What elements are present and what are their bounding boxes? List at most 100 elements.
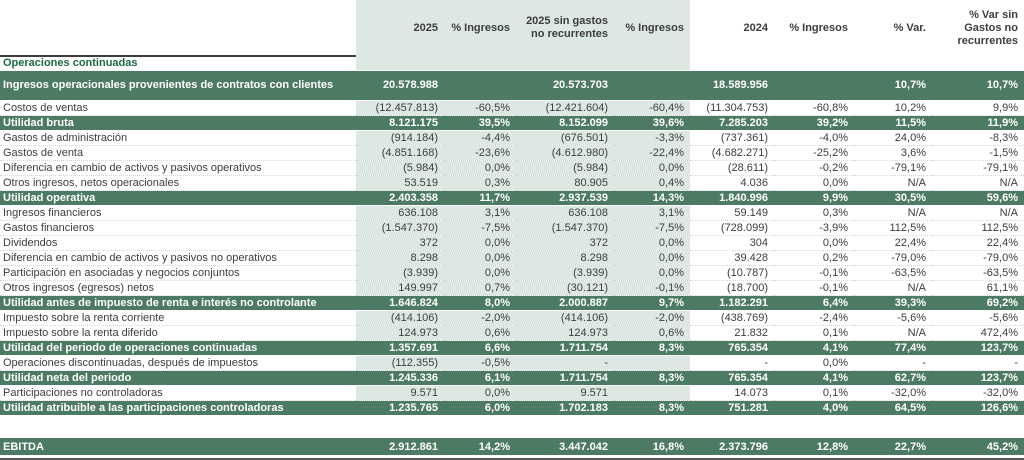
cell-pct-var: 30,5% [854, 190, 932, 206]
cell-pct-ingresos-2025-sin: -7,5% [614, 220, 690, 236]
cell-y2025-sin-gastos: (1.547.370) [516, 220, 614, 236]
cell-pct-ingresos-2024: 12,8% [774, 437, 854, 456]
cell-pct-ingresos-2025-sin: 39,6% [614, 115, 690, 131]
cell-pct-var-sin-gastos: 69,2% [932, 295, 1024, 311]
cell-pct-ingresos-2025-sin [614, 70, 690, 101]
cell-y2024: 1.182.291 [690, 295, 774, 311]
cell-pct-ingresos-2024: 4,1% [774, 370, 854, 386]
cell-y2025-sin-gastos: 1.711.754 [516, 370, 614, 386]
cell-y2025-sin-gastos: (12.421.604) [516, 100, 614, 116]
cell-y2024: 1.840.996 [690, 190, 774, 206]
cell-y2024: 751.281 [690, 400, 774, 416]
cell-pct-ingresos-2024 [774, 56, 854, 71]
cell-y2024: 21.832 [690, 325, 774, 341]
cell-pct-var-sin-gastos: 61,1% [932, 280, 1024, 296]
cell-pct-ingresos-2025: 6,0% [444, 400, 516, 416]
cell-pct-ingresos-2025-sin: -2,0% [614, 310, 690, 326]
cell-pct-var: N/A [854, 205, 932, 221]
cell-pct-ingresos-2024: 39,2% [774, 115, 854, 131]
cell-pct-var-sin-gastos: 126,6% [932, 400, 1024, 416]
cell-pct-var-sin-gastos: - [932, 355, 1024, 371]
cell-y2025-sin-gastos: (4.612.980) [516, 145, 614, 161]
cell-pct-ingresos-2025-sin: 3,1% [614, 205, 690, 221]
cell-pct-var: N/A [854, 175, 932, 191]
table-row: Dividendos 372 0,0% 372 0,0% 304 0,0% 22,4% 22,4… [0, 235, 1024, 251]
cell-y2025: 372 [356, 235, 444, 251]
cell-y2024: (4.682.271) [690, 145, 774, 161]
cell-pct-ingresos-2024: 4,1% [774, 340, 854, 356]
cell-pct-var: 10,2% [854, 100, 932, 116]
cell-pct-ingresos-2025-sin [614, 385, 690, 401]
cell-y2025-sin-gastos: 8.152.099 [516, 115, 614, 131]
cell-y2024: 4.036 [690, 175, 774, 191]
cell-y2025: 2.912.861 [356, 437, 444, 456]
table-row: Utilidad neta del periodo 1.245.336 6,1% 1.… [0, 370, 1024, 386]
row-label: EBITDA [0, 437, 356, 456]
row-label: Utilidad antes de impuesto de renta e in… [0, 295, 356, 311]
row-label: Utilidad atribuible a las participacione… [0, 400, 356, 416]
cell-pct-var: 11,5% [854, 115, 932, 131]
cell-pct-var-sin-gastos: 123,7% [932, 370, 1024, 386]
cell-y2024: 7.285.203 [690, 115, 774, 131]
cell-y2025-sin-gastos [516, 415, 614, 438]
cell-pct-var-sin-gastos: 11,9% [932, 115, 1024, 131]
row-label: Participaciones no controladoras [0, 385, 356, 401]
table-row: Gastos de venta (4.851.168) -23,6% (4.612.9… [0, 145, 1024, 161]
column-header-pct-ingresos-2025: % Ingresos [444, 0, 516, 56]
cell-y2025: 8.298 [356, 250, 444, 266]
cell-y2025: 1.646.824 [356, 295, 444, 311]
cell-pct-ingresos-2024: -0,1% [774, 265, 854, 281]
table-row: Diferencia en cambio de activos y pasivo… [0, 160, 1024, 176]
column-header-rowlabels [0, 0, 356, 56]
cell-pct-ingresos-2025: 0,0% [444, 160, 516, 176]
cell-pct-ingresos-2024: 0,0% [774, 175, 854, 191]
cell-pct-ingresos-2025-sin: 9,7% [614, 295, 690, 311]
cell-y2025-sin-gastos: 3.447.042 [516, 437, 614, 456]
cell-y2024: (438.769) [690, 310, 774, 326]
cell-pct-ingresos-2025: 14,2% [444, 437, 516, 456]
cell-pct-var-sin-gastos: -63,5% [932, 265, 1024, 281]
column-header-2025-sin-gastos: 2025 sin gastos no recurrentes [516, 0, 614, 56]
row-label: Operaciones continuadas [0, 55, 356, 71]
cell-pct-ingresos-2025: -60,5% [444, 100, 516, 116]
cell-y2025-sin-gastos: 1.711.754 [516, 340, 614, 356]
row-label: Costos de ventas [0, 100, 356, 116]
cell-pct-ingresos-2024: 0,3% [774, 205, 854, 221]
header-row: 2025 % Ingresos 2025 sin gastos no recur… [0, 0, 1024, 56]
row-label: Utilidad neta del periodo [0, 370, 356, 386]
row-label: Utilidad bruta [0, 115, 356, 131]
table-body: Operaciones continuadas Ingresos operacio… [0, 55, 1024, 456]
cell-pct-ingresos-2025: 0,6% [444, 325, 516, 341]
column-header-pct-ingresos-2024: % Ingresos [789, 21, 848, 34]
cell-pct-var-sin-gastos: 112,5% [932, 220, 1024, 236]
spacer-row [0, 415, 1024, 438]
cell-pct-ingresos-2025-sin: 8,3% [614, 340, 690, 356]
cell-y2025-sin-gastos: 9.571 [516, 385, 614, 401]
row-label: Impuesto sobre la renta corriente [0, 310, 356, 326]
row-label: Utilidad del periodo de operaciones cont… [0, 340, 356, 356]
cell-pct-var: 10,7% [854, 70, 932, 101]
cell-pct-ingresos-2025-sin: 16,8% [614, 437, 690, 456]
cell-y2025: 124.973 [356, 325, 444, 341]
cell-pct-var-sin-gastos: -32,0% [932, 385, 1024, 401]
row-label: Ingresos financieros [0, 205, 356, 221]
row-label: Gastos financieros [0, 220, 356, 236]
cell-y2024: (737.361) [690, 130, 774, 146]
table-row: Impuesto sobre la renta corriente (414.10… [0, 310, 1024, 326]
cell-y2024: (18.700) [690, 280, 774, 296]
table-row: Costos de ventas (12.457.813) -60,5% (12.42… [0, 100, 1024, 116]
cell-pct-ingresos-2025: -4,4% [444, 130, 516, 146]
column-header-pct-var-sin-gastos: % Var sin Gastos no recurrentes [957, 8, 1018, 47]
cell-y2024: (728.099) [690, 220, 774, 236]
row-label: Otros ingresos (egresos) netos [0, 280, 356, 296]
cell-pct-var: -79,0% [854, 250, 932, 266]
cell-pct-var-sin-gastos: 123,7% [932, 340, 1024, 356]
cell-pct-var: 3,6% [854, 145, 932, 161]
cell-pct-ingresos-2025-sin [614, 355, 690, 371]
cell-pct-var: -5,6% [854, 310, 932, 326]
cell-y2025: 149.997 [356, 280, 444, 296]
cell-pct-ingresos-2025-sin: 0,4% [614, 175, 690, 191]
cell-y2025: (1.547.370) [356, 220, 444, 236]
cell-pct-ingresos-2025: 0,3% [444, 175, 516, 191]
row-label: Utilidad operativa [0, 190, 356, 206]
